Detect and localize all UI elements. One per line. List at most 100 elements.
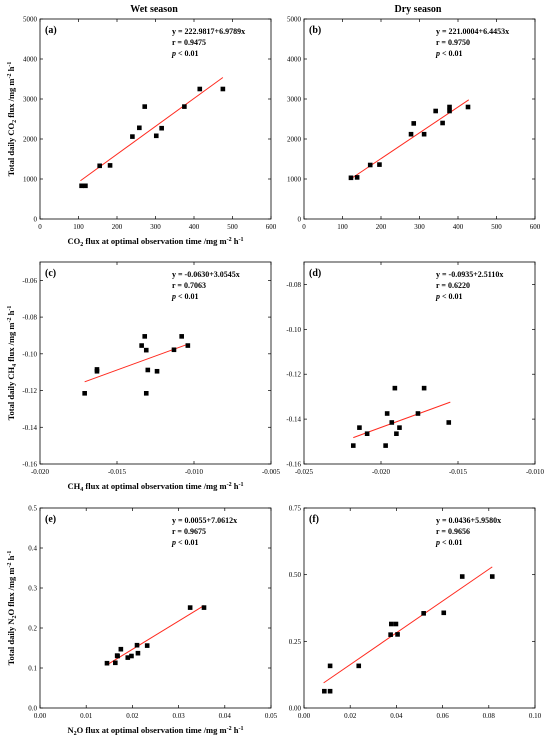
data-point bbox=[389, 621, 394, 627]
x-tick-label: 100 bbox=[337, 223, 348, 231]
x-tick-label: 200 bbox=[112, 223, 123, 231]
y-tick-label: 0 bbox=[34, 216, 38, 224]
data-point bbox=[118, 646, 124, 652]
data-point bbox=[137, 125, 142, 131]
p-value: p < 0.01 bbox=[171, 538, 199, 547]
data-point bbox=[384, 411, 390, 416]
y-tick-label: 2000 bbox=[287, 136, 302, 144]
data-point bbox=[348, 175, 354, 181]
x-axis-label: CH4​ flux at optimal observation time /m… bbox=[68, 481, 244, 493]
panel-label: (d) bbox=[309, 268, 321, 279]
panel-a: 0 100 200 300 400 500 600 0 1000 2000 3000 4000 5000… bbox=[6, 16, 277, 249]
y-tick-label: 4000 bbox=[23, 56, 38, 64]
regression-line bbox=[106, 605, 205, 666]
data-point bbox=[388, 632, 393, 637]
data-point bbox=[179, 334, 184, 339]
data-point bbox=[142, 334, 148, 339]
y-tick-label: 0.4 bbox=[28, 545, 37, 553]
p-value: p < 0.01 bbox=[435, 49, 463, 58]
y-tick-label: 0.5 bbox=[28, 505, 37, 513]
title-dry-season: Dry season bbox=[395, 4, 442, 15]
data-point bbox=[107, 163, 113, 168]
y-tick-label: 0.1 bbox=[28, 665, 37, 673]
data-point bbox=[125, 655, 131, 660]
x-tick-label: -0.010 bbox=[526, 468, 545, 476]
data-point bbox=[197, 86, 203, 92]
y-tick-label: -0.08 bbox=[22, 314, 37, 322]
x-axis-label: CO2​ flux at optimal observation time /m… bbox=[68, 236, 244, 248]
y-tick-label: -0.14 bbox=[286, 416, 301, 424]
x-tick-label: -0.010 bbox=[185, 468, 204, 476]
x-tick-label: 600 bbox=[530, 223, 541, 231]
x-tick-label: 0.00 bbox=[34, 712, 47, 720]
x-axis-label: N2​O flux at optimal observation time /m… bbox=[68, 725, 244, 737]
title-wet-season: Wet season bbox=[130, 4, 178, 15]
x-tick-label: 600 bbox=[266, 223, 277, 231]
data-point bbox=[440, 120, 445, 126]
panel-label: (a) bbox=[45, 25, 57, 36]
data-point bbox=[322, 688, 327, 694]
panel-f: 0.00 0.02 0.04 0.06 0.08 0.10 0.00 0.25 0.50 0.75… bbox=[289, 505, 542, 721]
x-tick-label: 300 bbox=[414, 223, 425, 231]
data-point bbox=[143, 391, 149, 396]
correlation-r: r = 0.7063 bbox=[172, 281, 206, 290]
x-tick-label: 0.10 bbox=[529, 712, 542, 720]
data-point bbox=[142, 104, 148, 109]
data-point bbox=[104, 660, 110, 666]
regression-equation: y = 0.0055+7.0612x bbox=[172, 516, 237, 525]
data-point bbox=[408, 131, 414, 137]
data-point bbox=[82, 391, 87, 396]
x-tick-label: 500 bbox=[491, 223, 502, 231]
y-tick-label: 2000 bbox=[23, 136, 38, 144]
p-value: p < 0.01 bbox=[435, 538, 463, 547]
regression-equation: y = 222.9817+6.9789x bbox=[172, 27, 245, 36]
correlation-r: r = 0.9656 bbox=[436, 527, 470, 536]
data-point bbox=[139, 343, 144, 348]
data-point bbox=[395, 632, 400, 637]
data-point bbox=[354, 175, 360, 180]
regression-line bbox=[353, 401, 451, 439]
y-tick-label: 5000 bbox=[287, 16, 302, 24]
y-tick-label: 0.75 bbox=[289, 505, 302, 513]
x-tick-label: 0.06 bbox=[436, 712, 449, 720]
y-tick-label: 0.25 bbox=[289, 638, 302, 646]
y-tick-label: 0.3 bbox=[28, 585, 37, 593]
y-tick-label: 0 bbox=[298, 216, 302, 224]
panel-label: (c) bbox=[45, 268, 56, 279]
data-point bbox=[130, 134, 135, 139]
x-tick-label: 0.00 bbox=[298, 712, 311, 720]
p-value: p < 0.01 bbox=[435, 292, 463, 301]
p-value: p < 0.01 bbox=[171, 292, 199, 301]
x-tick-label: 400 bbox=[453, 223, 464, 231]
data-point bbox=[327, 663, 333, 669]
regression-line bbox=[84, 343, 189, 383]
y-tick-label: -0.12 bbox=[286, 371, 301, 379]
data-point bbox=[397, 425, 402, 430]
panel-e: 0.00 0.01 0.02 0.03 0.04 0.05 0.0 0.1 0.2 0.3 0.4 0… bbox=[6, 505, 278, 738]
regression-line bbox=[80, 77, 224, 182]
plot-frame bbox=[39, 18, 272, 220]
correlation-r: r = 0.9475 bbox=[172, 38, 206, 47]
x-tick-label: -0.025 bbox=[295, 468, 314, 476]
x-tick-label: 0.02 bbox=[126, 712, 139, 720]
y-tick-label: 0.00 bbox=[289, 705, 302, 713]
x-tick-label: 0.03 bbox=[172, 712, 185, 720]
x-tick-label: 0.04 bbox=[219, 712, 232, 720]
correlation-r: r = 0.9675 bbox=[172, 527, 206, 536]
data-point bbox=[350, 443, 356, 448]
x-tick-label: 0 bbox=[38, 223, 42, 231]
p-value: p < 0.01 bbox=[171, 49, 199, 58]
data-point bbox=[144, 643, 150, 648]
x-tick-label: 0.08 bbox=[483, 712, 496, 720]
data-point bbox=[134, 642, 140, 648]
data-point bbox=[135, 650, 141, 656]
data-point bbox=[182, 104, 187, 109]
x-tick-label: 0.04 bbox=[390, 712, 403, 720]
plot-frame bbox=[39, 261, 272, 465]
data-point bbox=[489, 574, 495, 579]
y-tick-label: 5000 bbox=[23, 16, 38, 24]
regression-line bbox=[323, 566, 493, 684]
y-tick-label: 4000 bbox=[287, 56, 302, 64]
x-tick-label: 200 bbox=[376, 223, 387, 231]
